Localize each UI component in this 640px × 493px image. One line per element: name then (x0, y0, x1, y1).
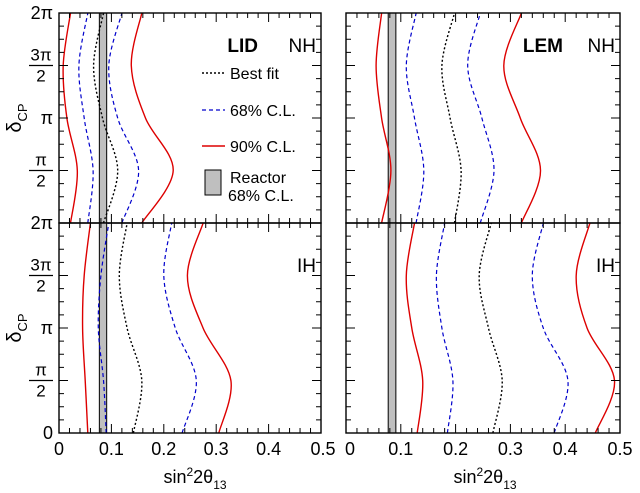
x-tick-label: 0 (345, 439, 355, 459)
legend-label-reactor: Reactor (230, 170, 287, 187)
curve-90-right (503, 13, 542, 223)
y-tick-label-numerator: π (35, 151, 47, 170)
x-tick-label: 0.5 (310, 439, 335, 459)
curve-best (478, 223, 503, 433)
x-tick-label: 0.1 (388, 439, 413, 459)
legend-label-reactor-cl: 68% C.L. (228, 188, 294, 205)
curve-68-left (405, 13, 425, 223)
x-tick-label: 0.2 (443, 439, 468, 459)
panel-frame (345, 12, 621, 224)
panel-frame (345, 222, 621, 434)
reactor-band (387, 13, 397, 223)
hierarchy-label: NH (289, 36, 316, 57)
curve-68-left (97, 223, 110, 433)
y-tick-label-denominator: 2 (36, 382, 45, 401)
legend-label-90: 90% C.L. (230, 139, 296, 156)
curve-best (92, 13, 119, 223)
y-tick-label-numerator: 3π (30, 46, 51, 65)
y-tick-label-denominator: 2 (36, 67, 45, 86)
x-tick-label: 0 (54, 439, 64, 459)
x-tick-label: 0.3 (498, 439, 523, 459)
y-tick-label: π (41, 108, 53, 128)
panel-lem-nh: LEM NH (345, 12, 621, 224)
x-tick-label: 0.5 (607, 439, 632, 459)
curve-90-left (81, 223, 92, 433)
reactor-band (387, 223, 397, 433)
y-tick-label: 2π (31, 213, 53, 233)
y-axis-title: δCP (4, 313, 30, 342)
x-axis-title: sin22θ13 (453, 465, 516, 492)
legend-label-68: 68% C.L. (230, 103, 296, 120)
hierarchy-label: IH (297, 256, 316, 277)
curve-68-right (163, 223, 197, 433)
hierarchy-label: IH (596, 256, 615, 277)
y-tick-label-numerator: π (35, 361, 47, 380)
curve-90-right (575, 223, 616, 433)
y-tick-label-denominator: 2 (36, 277, 45, 296)
curve-best (441, 13, 462, 223)
curve-68-left (435, 223, 454, 433)
reactor-band (98, 223, 108, 433)
panel-lid-nh: LID NH (58, 12, 322, 224)
x-tick-label: 0.2 (151, 439, 176, 459)
detector-label: LEM (523, 36, 563, 57)
y-tick-label: 0 (43, 423, 53, 443)
curve-68-right (531, 223, 569, 433)
x-tick-label: 0.4 (256, 439, 281, 459)
panel-lem-ih: IH (345, 222, 621, 434)
curve-90-left (405, 223, 424, 433)
detector-label: LID (227, 36, 258, 57)
curve-68-right (467, 13, 495, 223)
x-tick-label: 0.4 (553, 439, 578, 459)
curve-best (118, 223, 143, 433)
curve-90-right (186, 223, 232, 433)
curve-68-left (78, 13, 94, 223)
y-axis-title: δCP (4, 103, 30, 132)
x-tick-label: 0.1 (99, 439, 124, 459)
y-tick-label-numerator: 3π (30, 256, 51, 275)
x-tick-label: 0.3 (204, 439, 229, 459)
y-tick-label-denominator: 2 (36, 172, 45, 191)
curve-68-right (108, 13, 140, 223)
legend-swatch-reactor (204, 169, 222, 196)
y-tick-label: 2π (31, 3, 53, 23)
hierarchy-label: NH (588, 36, 615, 57)
y-tick-label: π (41, 318, 53, 338)
panel-lid-ih: IH (58, 222, 322, 434)
curve-90-left (375, 13, 392, 223)
curve-90-right (130, 13, 174, 223)
x-axis-title: sin22θ13 (163, 465, 226, 492)
legend-label-best-fit: Best fit (230, 66, 279, 83)
